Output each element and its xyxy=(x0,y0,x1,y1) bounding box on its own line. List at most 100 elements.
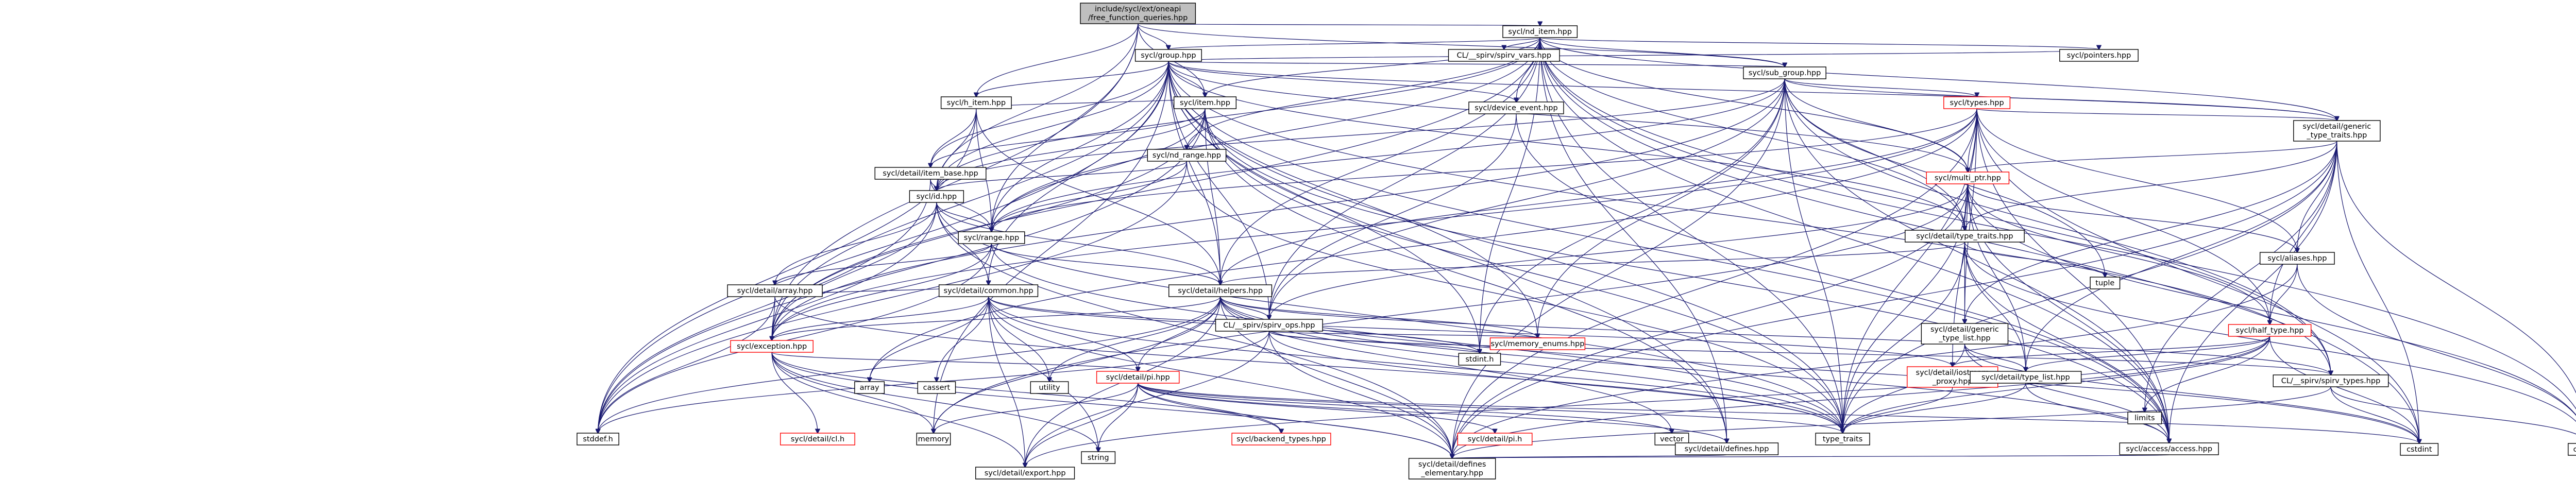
include-edge xyxy=(988,296,1953,367)
header-node-cstddef: cstddef xyxy=(2568,443,2576,456)
include-edge xyxy=(598,179,931,433)
include-edge xyxy=(771,352,818,433)
header-node-box xyxy=(1134,49,1202,62)
header-node-label: _proxy.hpp xyxy=(1932,378,1973,386)
include-edge xyxy=(1976,108,2269,324)
header-node-box xyxy=(874,167,987,180)
header-node-label: sycl/detail/helpers.hpp xyxy=(1178,287,1263,295)
include-edge xyxy=(1964,344,2419,443)
header-node-hitem[interactable]: sycl/h_item.hpp xyxy=(940,96,1012,109)
include-edge xyxy=(937,161,1188,191)
header-node-accaccess[interactable]: sycl/access/access.hpp xyxy=(2119,442,2219,455)
header-node-ndrange[interactable]: sycl/nd_range.hpp xyxy=(1147,149,1227,162)
include-edge xyxy=(988,296,1098,452)
header-node-memory: memory xyxy=(916,433,951,445)
header-node-id[interactable]: sycl/id.hpp xyxy=(909,190,964,203)
header-node-box xyxy=(1173,96,1237,109)
header-node-definesel[interactable]: sycl/detail/defines_elementary.hpp xyxy=(1408,458,1496,479)
header-node-range[interactable]: sycl/range.hpp xyxy=(958,231,1025,244)
include-edge xyxy=(1221,242,1965,285)
header-node-box xyxy=(1457,433,1533,445)
include-edge xyxy=(1964,141,2337,323)
header-node-backendtypes[interactable]: sycl/backend_types.hpp xyxy=(1231,433,1331,445)
include-edge xyxy=(1168,61,1480,353)
header-node-box xyxy=(1468,101,1564,114)
include-edge xyxy=(934,183,1968,433)
header-node-exporth[interactable]: sycl/detail/export.hpp xyxy=(975,467,1075,479)
header-node-itembase[interactable]: sycl/detail/item_base.hpp xyxy=(874,167,987,180)
header-node-defines[interactable]: sycl/detail/defines.hpp xyxy=(1675,442,1779,455)
header-node-genlist[interactable]: sycl/detail/generic_type_list.hpp xyxy=(1921,323,2009,345)
header-node-nditem[interactable]: sycl/nd_item.hpp xyxy=(1502,25,1578,38)
include-edge xyxy=(1843,336,2270,433)
include-edge xyxy=(1138,383,1281,433)
header-node-box xyxy=(1215,319,1323,332)
include-edge xyxy=(1452,108,1977,458)
include-edge xyxy=(1269,113,1517,319)
include-edge xyxy=(930,108,977,167)
header-node-darray[interactable]: sycl/detail/array.hpp xyxy=(727,284,823,297)
header-node-multiptr[interactable]: sycl/multi_ptr.hpp xyxy=(1926,172,2010,184)
header-node-box xyxy=(1815,433,1870,445)
header-node-label: cstddef xyxy=(2573,445,2576,454)
include-edge xyxy=(1205,108,1221,285)
header-node-box xyxy=(1030,381,1069,394)
include-edge xyxy=(1269,78,1785,319)
header-node-clspirv[interactable]: CL/__spirv/spirv_vars.hpp xyxy=(1448,49,1560,62)
header-node-spirvops[interactable]: CL/__spirv/spirv_ops.hpp xyxy=(1215,319,1323,332)
include-edge xyxy=(976,23,1139,97)
header-node-group[interactable]: sycl/group.hpp xyxy=(1134,49,1202,62)
header-node-box xyxy=(730,340,814,353)
include-edge xyxy=(1049,296,1221,382)
include-edge xyxy=(2026,336,2270,371)
header-node-pi[interactable]: sycl/detail/pi.hpp xyxy=(1096,371,1180,384)
include-edge xyxy=(771,352,1025,467)
header-node-box xyxy=(2127,412,2162,424)
header-node-memenums[interactable]: sycl/memory_enums.hpp xyxy=(1489,337,1586,350)
header-node-exception[interactable]: sycl/exception.hpp xyxy=(730,340,814,353)
include-edge xyxy=(1953,336,2270,367)
header-node-box xyxy=(2259,252,2335,265)
include-edge xyxy=(1221,108,1977,285)
include-edge xyxy=(991,243,1842,433)
include-edge xyxy=(1168,61,2169,443)
header-node-label: sycl/detail/common.hpp xyxy=(944,287,1033,295)
include-edge xyxy=(1168,37,1540,49)
include-edge xyxy=(775,243,992,285)
header-node-box xyxy=(2228,324,2312,337)
include-edge xyxy=(1186,161,1842,433)
include-edge xyxy=(870,296,989,382)
header-node-types[interactable]: sycl/types.hpp xyxy=(1943,96,2011,109)
header-node-spirvtypes[interactable]: CL/__spirv/spirv_types.hpp xyxy=(2273,374,2389,387)
header-node-helpers[interactable]: sycl/detail/helpers.hpp xyxy=(1168,284,1273,297)
header-node-label: array xyxy=(860,384,879,392)
header-node-common[interactable]: sycl/detail/common.hpp xyxy=(938,284,1039,297)
include-edge xyxy=(598,243,992,433)
include-edge xyxy=(937,37,1540,191)
header-node-label: tuple xyxy=(2095,279,2114,287)
include-edge xyxy=(991,108,1206,232)
header-node-cl[interactable]: sycl/detail/cl.h xyxy=(780,433,855,445)
include-edge xyxy=(1168,61,1727,443)
include-edge xyxy=(775,202,937,285)
include-edge xyxy=(1976,108,2337,121)
header-node-typelist[interactable]: sycl/detail/type_list.hpp xyxy=(1970,371,2082,384)
header-node-devevent[interactable]: sycl/device_event.hpp xyxy=(1468,101,1564,114)
include-edge xyxy=(772,37,1540,340)
header-node-aliases[interactable]: sycl/aliases.hpp xyxy=(2259,252,2335,265)
header-node-label: CL/__spirv/spirv_types.hpp xyxy=(2281,377,2381,385)
header-node-tuple: tuple xyxy=(2090,277,2121,289)
header-node-box xyxy=(938,284,1039,297)
header-node-box xyxy=(2119,442,2219,455)
include-edge xyxy=(1168,49,2099,62)
header-node-subgroup[interactable]: sycl/sub_group.hpp xyxy=(1743,66,1826,79)
header-node-typetraits[interactable]: sycl/detail/type_traits.hpp xyxy=(1905,230,2025,243)
header-node-label: memory xyxy=(918,435,950,443)
header-node-halftype[interactable]: sycl/half_type.hpp xyxy=(2228,324,2312,337)
header-node-dpih[interactable]: sycl/detail/pi.h xyxy=(1457,433,1533,445)
header-node-pointers[interactable]: sycl/pointers.hpp xyxy=(2059,49,2139,62)
header-node-gentypetraits[interactable]: sycl/detail/generic_type_traits.hpp xyxy=(2293,120,2381,142)
include-edge xyxy=(1967,183,2026,371)
header-node-item[interactable]: sycl/item.hpp xyxy=(1173,96,1237,109)
include-edge xyxy=(1452,455,2170,458)
